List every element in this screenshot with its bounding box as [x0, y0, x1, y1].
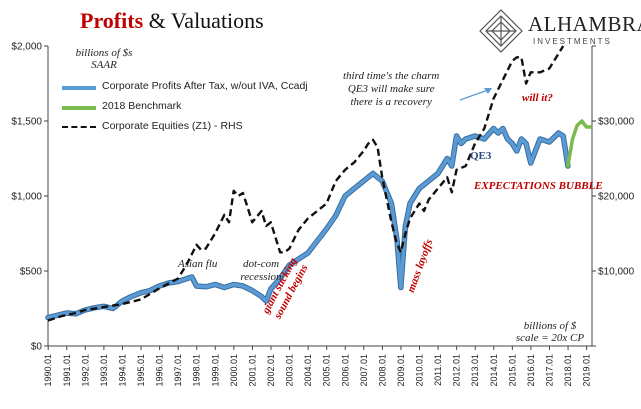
x-axis-tick-label: 2003.01 — [285, 354, 295, 387]
left-axis-tick-label: $1,000 — [11, 192, 42, 203]
x-axis-tick-label: 2012.01 — [452, 354, 462, 387]
x-axis-tick-label: 2006.01 — [340, 354, 350, 387]
left-axis-tick-label: $0 — [31, 342, 43, 353]
x-axis-tick-label: 2013.01 — [470, 354, 480, 387]
benchmark-line — [566, 119, 593, 168]
profits-line — [46, 126, 570, 320]
annotation-qe3: QE3 — [470, 150, 492, 162]
x-axis-tick-label: 1990.01 — [43, 354, 53, 387]
right-unit-line1: billions of $ — [523, 320, 577, 332]
x-axis-tick-label: 2001.01 — [247, 354, 257, 387]
alhambra-logo-icon — [479, 9, 523, 53]
right-axis-tick-label: $30,000 — [598, 117, 635, 128]
x-axis-tick-label: 2011.01 — [433, 354, 443, 386]
x-axis-tick-label: 2008.01 — [377, 354, 387, 387]
title-profits: Profits — [80, 8, 144, 33]
x-axis-tick-label: 2014.01 — [489, 354, 499, 387]
x-axis-tick-label: 2009.01 — [396, 354, 406, 387]
annotation-dotcom: dot-com recession — [234, 258, 288, 284]
legend-swatch-profits — [62, 86, 96, 90]
x-axis-tick-label: 1993.01 — [99, 354, 109, 387]
x-axis-tick-label: 2000.01 — [229, 354, 239, 387]
x-axis-tick-label: 1997.01 — [173, 354, 183, 387]
left-axis-tick-label: $1,500 — [11, 117, 42, 128]
x-axis-tick-label: 1999.01 — [210, 354, 220, 387]
x-axis-tick-label: 2016.01 — [526, 354, 536, 387]
brand-subtitle: INVESTMENTS — [533, 37, 612, 46]
x-axis-tick-label: 2017.01 — [544, 354, 554, 387]
right-axis-unit-note: billions of $ scale = 20x CP — [510, 320, 590, 344]
x-axis-tick-label: 2015.01 — [507, 354, 517, 387]
left-unit-line1: billions of $s — [75, 47, 133, 59]
annotation-third-time: third time's the charm QE3 will make sur… — [343, 70, 439, 109]
legend-label-equities: Corporate Equities (Z1) - RHS — [102, 120, 243, 132]
annotation-third-time-line1: third time's the charm — [343, 70, 440, 82]
left-axis-tick-label: $2,000 — [11, 42, 42, 53]
x-axis-tick-label: 2005.01 — [322, 354, 332, 387]
left-axis-tick-label: $500 — [20, 267, 43, 278]
x-axis-tick-label: 1992.01 — [80, 354, 90, 387]
annotation-will-it: will it? — [522, 92, 553, 104]
annotation-dotcom-line1: dot-com — [242, 258, 280, 270]
right-axis-tick-label: $20,000 — [598, 192, 635, 203]
annotation-dotcom-line2: recession — [240, 271, 282, 283]
equities-line — [47, 45, 565, 322]
x-axis-tick-label: 1994.01 — [117, 354, 127, 387]
annotation-third-time-line2: QE3 will make sure — [347, 83, 435, 95]
x-axis-tick-label: 2007.01 — [359, 354, 369, 387]
x-axis-tick-label: 1991.01 — [62, 354, 72, 387]
legend-swatch-equities — [62, 126, 96, 128]
left-axis-unit-note: billions of $s SAAR — [64, 47, 144, 71]
legend-swatch-benchmark — [62, 106, 96, 110]
annotation-third-time-line3: there is a recovery — [350, 96, 432, 108]
x-axis-tick-label: 2019.01 — [582, 354, 592, 387]
x-axis-tick-label: 2010.01 — [415, 354, 425, 387]
legend-label-profits: Corporate Profits After Tax, w/out IVA, … — [102, 80, 308, 92]
x-axis-tick-label: 1998.01 — [192, 354, 202, 387]
annotation-expectations-bubble: EXPECTATIONS BUBBLE — [474, 180, 603, 192]
brand-name: ALHAMBRA — [528, 12, 641, 36]
left-unit-line2: SAAR — [91, 59, 117, 71]
right-unit-line2: scale = 20x CP — [515, 332, 585, 344]
title-valuations: & Valuations — [143, 8, 264, 33]
x-axis-tick-label: 1995.01 — [136, 354, 146, 387]
x-axis-tick-label: 2002.01 — [266, 354, 276, 387]
annotation-arrow-icon — [459, 88, 492, 101]
right-axis-tick-label: $10,000 — [598, 267, 635, 278]
x-axis-tick-label: 1996.01 — [155, 354, 165, 387]
legend-label-benchmark: 2018 Benchmark — [102, 100, 182, 112]
chart-title: Profits & Valuations — [80, 8, 264, 34]
annotation-asian-flu: Asian flu — [178, 258, 218, 270]
x-axis-tick-label: 2004.01 — [303, 354, 313, 387]
x-axis-tick-label: 2018.01 — [563, 354, 573, 387]
